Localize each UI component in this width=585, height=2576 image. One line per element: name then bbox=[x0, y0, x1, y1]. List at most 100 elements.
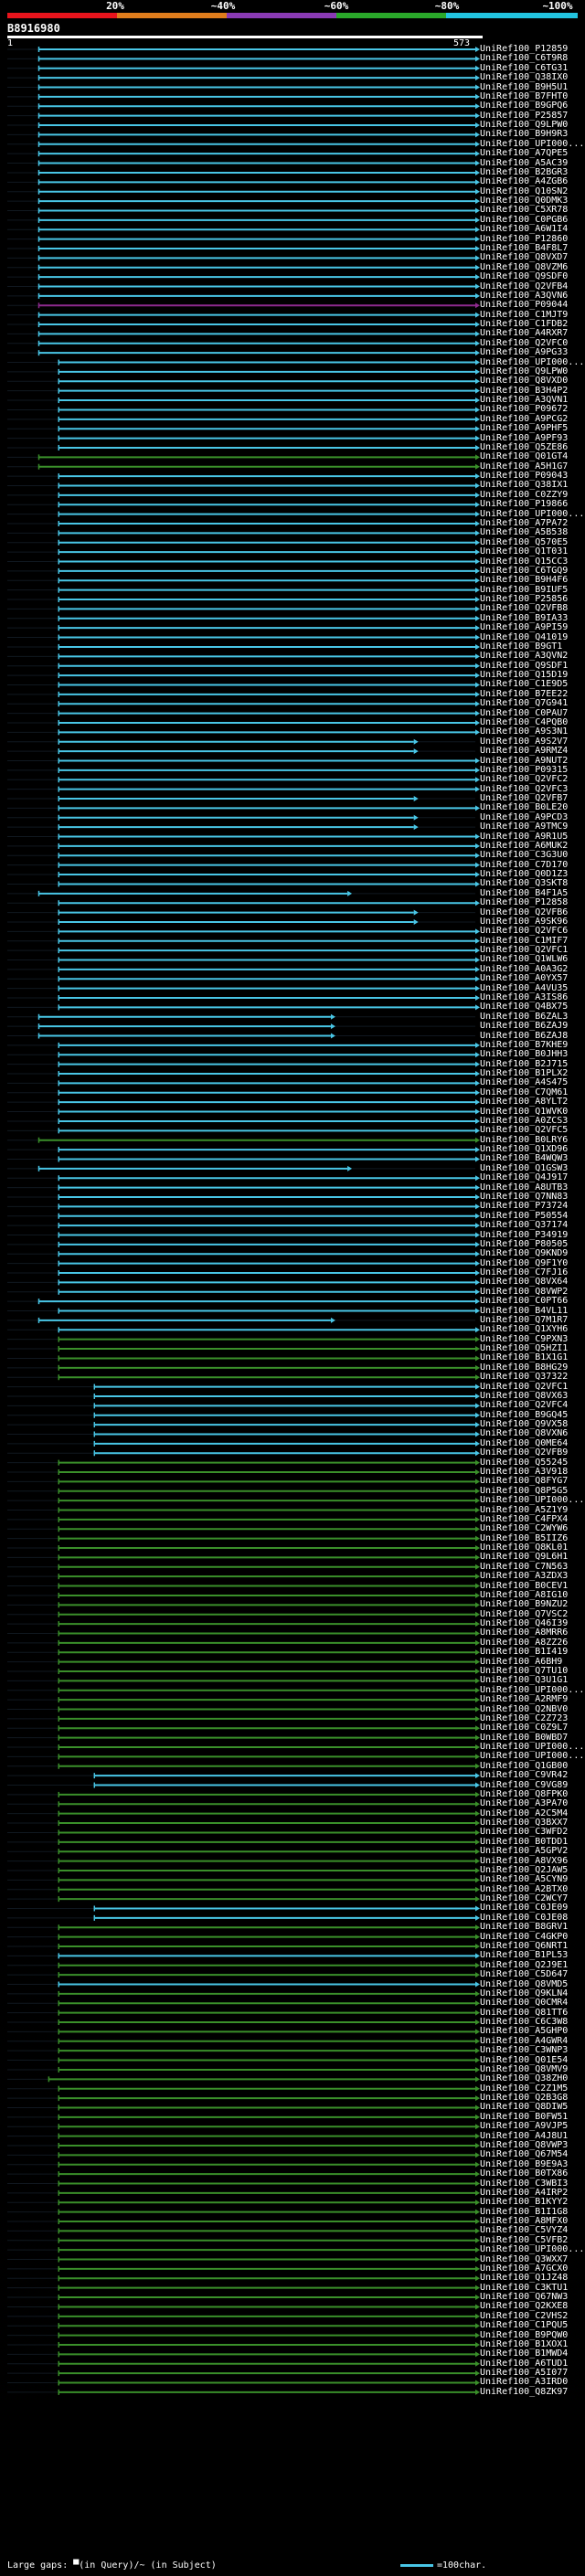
hit-label[interactable]: UniRef100_B2J715 bbox=[480, 1058, 569, 1069]
hit-label[interactable]: UniRef100_UPI000... bbox=[480, 356, 585, 367]
hit-label[interactable]: UniRef100_B0FW51 bbox=[480, 2111, 569, 2122]
hit-label[interactable]: UniRef100_B8HG29 bbox=[480, 1362, 569, 1373]
hit-label[interactable]: UniRef100_A8ZZ26 bbox=[480, 1637, 569, 1648]
hit-label[interactable]: UniRef100_A5Z1Y9 bbox=[480, 1504, 569, 1515]
hit-label[interactable]: UniRef100_A5CYN9 bbox=[480, 1874, 569, 1885]
hit-label[interactable]: UniRef100_Q9LPW0 bbox=[480, 366, 569, 376]
hit-label[interactable]: UniRef100_A9S3N1 bbox=[480, 726, 569, 737]
hit-label[interactable]: UniRef100_C1PQU5 bbox=[480, 2320, 569, 2331]
hit-label[interactable]: UniRef100_Q8KL01 bbox=[480, 1542, 569, 1553]
hit-label[interactable]: UniRef100_Q5ZE86 bbox=[480, 441, 569, 452]
hit-label[interactable]: UniRef100_Q8P5G5 bbox=[480, 1485, 569, 1496]
hit-label[interactable]: UniRef100_B4F1A5 bbox=[480, 887, 569, 898]
hit-label[interactable]: UniRef100_Q38IX1 bbox=[480, 480, 569, 491]
hit-label[interactable]: UniRef100_P50554 bbox=[480, 1210, 569, 1221]
hit-label[interactable]: UniRef100_Q2VFC1 bbox=[480, 945, 569, 956]
hit-label[interactable]: UniRef100_Q37322 bbox=[480, 1372, 569, 1383]
hit-label[interactable]: UniRef100_A4IRP2 bbox=[480, 2187, 569, 2198]
hit-label[interactable]: UniRef100_Q2VFC0 bbox=[480, 337, 569, 348]
hit-label[interactable]: UniRef100_Q55245 bbox=[480, 1457, 569, 1468]
hit-label[interactable]: UniRef100_Q2VFC6 bbox=[480, 926, 569, 937]
hit-label[interactable]: UniRef100_Q9F1Y0 bbox=[480, 1257, 569, 1268]
hit-label[interactable]: UniRef100_B9H5U1 bbox=[480, 81, 569, 92]
hit-label[interactable]: UniRef100_B8GRV1 bbox=[480, 1922, 569, 1933]
hit-label[interactable]: UniRef100_A8YLT2 bbox=[480, 1097, 569, 1108]
hit-label[interactable]: UniRef100_A6W1I4 bbox=[480, 224, 569, 235]
hit-label[interactable]: UniRef100_A3V918 bbox=[480, 1467, 569, 1477]
hit-label[interactable]: UniRef100_Q2VFC1 bbox=[480, 1381, 569, 1392]
hit-label[interactable]: UniRef100_C7FJ16 bbox=[480, 1267, 569, 1278]
hit-label[interactable]: UniRef100_P34919 bbox=[480, 1229, 569, 1240]
hit-label[interactable]: UniRef100_Q9SDF1 bbox=[480, 660, 569, 671]
hit-label[interactable]: UniRef100_A5B538 bbox=[480, 527, 569, 538]
hit-label[interactable]: UniRef100_Q7TU10 bbox=[480, 1665, 569, 1676]
hit-label[interactable]: UniRef100_A3QVN2 bbox=[480, 651, 569, 662]
hit-label[interactable]: UniRef100_Q9SDF0 bbox=[480, 271, 569, 282]
hit-label[interactable]: UniRef100_Q15CC3 bbox=[480, 556, 569, 567]
hit-label[interactable]: UniRef100_P25856 bbox=[480, 594, 569, 605]
hit-label[interactable]: UniRef100_Q1GB00 bbox=[480, 1760, 569, 1771]
hit-label[interactable]: UniRef100_Q9KND9 bbox=[480, 1248, 569, 1259]
hit-label[interactable]: UniRef100_A9RMZ4 bbox=[480, 746, 569, 757]
hit-label[interactable]: UniRef100_Q0DMK3 bbox=[480, 196, 569, 207]
hit-label[interactable]: UniRef100_B0LE20 bbox=[480, 802, 569, 813]
hit-label[interactable]: UniRef100_C0PT66 bbox=[480, 1296, 569, 1307]
hit-label[interactable]: UniRef100_C6TG31 bbox=[480, 62, 569, 73]
hit-label[interactable]: UniRef100_A4RXR7 bbox=[480, 328, 569, 339]
hit-label[interactable]: UniRef100_A5H1G7 bbox=[480, 461, 569, 472]
hit-label[interactable]: UniRef100_P19866 bbox=[480, 499, 569, 510]
hit-label[interactable]: UniRef100_B0WBD7 bbox=[480, 1732, 569, 1743]
hit-label[interactable]: UniRef100_C3KTU1 bbox=[480, 2282, 569, 2293]
hit-label[interactable]: UniRef100_B7EE22 bbox=[480, 688, 569, 699]
hit-label[interactable]: UniRef100_B5IIZ6 bbox=[480, 1532, 569, 1543]
hit-label[interactable]: UniRef100_Q8VWP2 bbox=[480, 1286, 569, 1297]
hit-label[interactable]: UniRef100_A6MUK2 bbox=[480, 840, 569, 851]
hit-label[interactable]: UniRef100_C5D647 bbox=[480, 1969, 569, 1980]
hit-label[interactable]: UniRef100_Q9KLN4 bbox=[480, 1988, 569, 1998]
hit-label[interactable]: UniRef100_B7FHT0 bbox=[480, 90, 569, 101]
hit-label[interactable]: UniRef100_C5XR78 bbox=[480, 205, 569, 216]
hit-label[interactable]: UniRef100_C3G3U0 bbox=[480, 850, 569, 861]
hit-label[interactable]: UniRef100_A3IS86 bbox=[480, 992, 569, 1002]
hit-label[interactable]: UniRef100_A9S2V7 bbox=[480, 736, 569, 747]
hit-label[interactable]: UniRef100_UPI000... bbox=[480, 1684, 585, 1695]
hit-label[interactable]: UniRef100_A0YX57 bbox=[480, 973, 569, 984]
hit-label[interactable]: UniRef100_P12860 bbox=[480, 233, 569, 244]
hit-label[interactable]: UniRef100_B1PL53 bbox=[480, 1950, 569, 1961]
hit-label[interactable]: UniRef100_Q8FPK0 bbox=[480, 1788, 569, 1799]
hit-label[interactable]: UniRef100_Q8VXN6 bbox=[480, 1428, 569, 1439]
hit-label[interactable]: UniRef100_Q7NN83 bbox=[480, 1191, 569, 1202]
hit-label[interactable]: UniRef100_Q9L6H1 bbox=[480, 1552, 569, 1563]
hit-label[interactable]: UniRef100_B2BGR3 bbox=[480, 166, 569, 177]
hit-label[interactable]: UniRef100_A9TMC9 bbox=[480, 822, 569, 832]
hit-label[interactable]: UniRef100_A8UTB3 bbox=[480, 1182, 569, 1193]
hit-label[interactable]: UniRef100_B9IUF5 bbox=[480, 584, 569, 595]
hit-label[interactable]: UniRef100_Q1WLW6 bbox=[480, 954, 569, 965]
hit-label[interactable]: UniRef100_A2C5M4 bbox=[480, 1807, 569, 1818]
hit-label[interactable]: UniRef100_A5GHP0 bbox=[480, 2026, 569, 2037]
hit-label[interactable]: UniRef100_A7PA72 bbox=[480, 518, 569, 528]
hit-label[interactable]: UniRef100_A7GCX0 bbox=[480, 2263, 569, 2274]
hit-label[interactable]: UniRef100_Q4BX75 bbox=[480, 1002, 569, 1012]
hit-label[interactable]: UniRef100_A4ZGB6 bbox=[480, 176, 569, 187]
hit-label[interactable]: UniRef100_C2Z723 bbox=[480, 1712, 569, 1723]
hit-label[interactable]: UniRef100_Q10SN2 bbox=[480, 186, 569, 196]
hit-label[interactable]: UniRef100_A8MRR6 bbox=[480, 1627, 569, 1638]
hit-label[interactable]: UniRef100_A9PI59 bbox=[480, 622, 569, 633]
hit-label[interactable]: UniRef100_C7N563 bbox=[480, 1561, 569, 1572]
hit-label[interactable]: UniRef100_UPI000... bbox=[480, 1751, 585, 1762]
hit-label[interactable]: UniRef100_C9PXN3 bbox=[480, 1333, 569, 1344]
hit-label[interactable]: UniRef100_UPI000... bbox=[480, 1742, 585, 1753]
hit-label[interactable]: UniRef100_Q67NW3 bbox=[480, 2292, 569, 2303]
hit-label[interactable]: UniRef100_B0LRY6 bbox=[480, 1134, 569, 1145]
hit-label[interactable]: UniRef100_B9GQ45 bbox=[480, 1409, 569, 1420]
hit-label[interactable]: UniRef100_A4GWR4 bbox=[480, 2035, 569, 2046]
hit-label[interactable]: UniRef100_B1KYY2 bbox=[480, 2197, 569, 2208]
hit-label[interactable]: UniRef100_Q6NRT1 bbox=[480, 1941, 569, 1951]
hit-label[interactable]: UniRef100_Q37174 bbox=[480, 1220, 569, 1231]
hit-label[interactable]: UniRef100_Q41019 bbox=[480, 631, 569, 642]
hit-label[interactable]: UniRef100_Q2VFC3 bbox=[480, 783, 569, 794]
hit-label[interactable]: UniRef100_B4VL11 bbox=[480, 1305, 569, 1316]
hit-label[interactable]: UniRef100_B1X1G1 bbox=[480, 1352, 569, 1363]
hit-label[interactable]: UniRef100_Q8VXD0 bbox=[480, 376, 569, 387]
